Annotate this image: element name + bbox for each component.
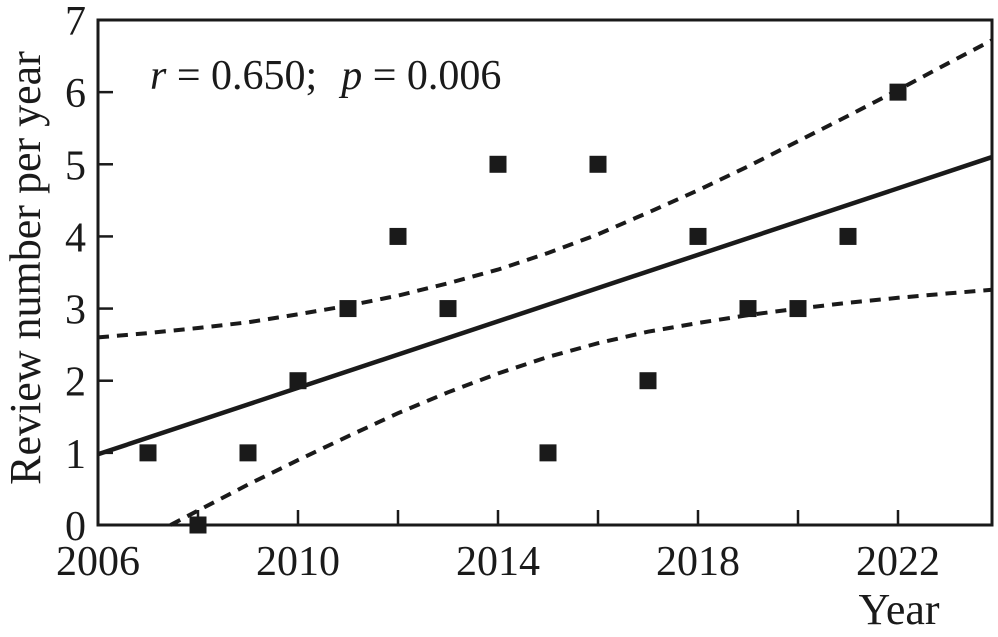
scatter-point bbox=[539, 444, 557, 462]
y-tick-label: 0 bbox=[65, 504, 86, 550]
r-symbol: r bbox=[150, 53, 167, 99]
x-tick-label: 2014 bbox=[456, 539, 540, 585]
plot-frame bbox=[96, 18, 994, 527]
x-tick-label: 2022 bbox=[856, 539, 940, 585]
series-layer bbox=[97, 38, 993, 534]
scatter-points-layer bbox=[139, 83, 907, 534]
y-tick-label: 5 bbox=[65, 143, 86, 189]
x-axis-title: Year bbox=[858, 585, 939, 634]
scatter-point bbox=[139, 444, 157, 462]
x-tick-label: 2006 bbox=[56, 539, 140, 585]
regression-line bbox=[97, 154, 993, 457]
y-tick-label: 1 bbox=[65, 432, 86, 478]
confidence-band-lower bbox=[169, 287, 993, 527]
scatter-point bbox=[789, 300, 807, 318]
y-tick-label: 3 bbox=[65, 288, 86, 334]
y-tick-labels-layer: 0 1 2 3 4 5 6 7 bbox=[65, 0, 86, 550]
r-value: = 0.650; bbox=[166, 53, 317, 99]
y-tick-label: 2 bbox=[65, 360, 86, 406]
x-tick-labels-layer: 2006 2010 2014 2018 2022 bbox=[56, 539, 940, 585]
p-symbol: p bbox=[338, 53, 362, 99]
x-ticks-layer bbox=[196, 510, 900, 524]
p-value: = 0.006 bbox=[362, 53, 501, 99]
scatter-point bbox=[739, 300, 757, 318]
x-tick-label: 2018 bbox=[656, 539, 740, 585]
x-tick-label: 2010 bbox=[256, 539, 340, 585]
y-tick-label: 7 bbox=[65, 0, 86, 45]
y-ticks-layer bbox=[99, 90, 113, 455]
scatter-point bbox=[689, 227, 707, 245]
y-tick-label: 4 bbox=[65, 215, 86, 261]
scatter-point bbox=[839, 227, 857, 245]
scatter-point bbox=[389, 227, 407, 245]
stats-annotation: r = 0.650; p = 0.006 bbox=[150, 53, 501, 99]
scatter-point bbox=[439, 300, 457, 318]
y-tick-label: 6 bbox=[65, 71, 86, 117]
scatter-point bbox=[639, 372, 657, 390]
scatter-point bbox=[289, 372, 307, 390]
y-axis-title: Review number per year bbox=[1, 51, 50, 485]
confidence-band-upper bbox=[97, 38, 993, 340]
scatter-point bbox=[589, 155, 607, 173]
scatter-point bbox=[189, 516, 207, 534]
scatter-point bbox=[489, 155, 507, 173]
scatter-point bbox=[339, 300, 357, 318]
scatter-point bbox=[239, 444, 257, 462]
scatter-point bbox=[889, 83, 907, 101]
